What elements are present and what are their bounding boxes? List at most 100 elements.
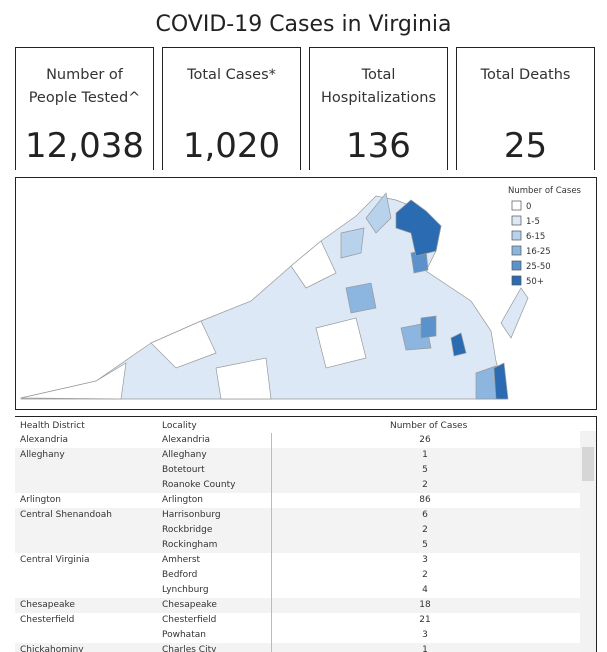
cases-cell: 5 — [422, 465, 428, 475]
kpi-label: Total Hospitalizations — [320, 67, 437, 106]
legend-swatch — [511, 260, 522, 271]
county — [493, 362, 509, 400]
table-row: Lynchburg 4 — [15, 583, 580, 598]
column-header: Health District — [20, 421, 85, 431]
kpi-card: Number of People Tested^ 12,038 — [15, 47, 154, 170]
cases-cell: 3 — [422, 555, 428, 565]
table-row: Central Virginia Amherst 3 — [15, 553, 580, 568]
table-row: Botetourt 5 — [15, 463, 580, 478]
cases-cell: 2 — [422, 525, 428, 535]
locality-cell: Rockbridge — [162, 525, 213, 535]
locality-cell: Botetourt — [162, 465, 205, 475]
county — [20, 362, 127, 400]
table-row: Chesapeake Chesapeake 18 — [15, 598, 580, 613]
locality-cell: Roanoke County — [162, 480, 236, 490]
kpi-value: 25 — [503, 126, 548, 166]
locality-cell: Chesapeake — [162, 600, 217, 610]
table-row: Chesterfield Chesterfield 21 — [15, 613, 580, 628]
cases-cell: 2 — [422, 480, 428, 490]
legend-label: 16-25 — [526, 247, 551, 257]
table-row: Alleghany Alleghany 1 — [15, 448, 580, 463]
table-row: Rockingham 5 — [15, 538, 580, 553]
district-cell: Central Virginia — [20, 555, 90, 565]
locality-cell: Alexandria — [162, 435, 211, 445]
county — [315, 317, 367, 369]
dashboard-title: COVID-19 Cases in Virginia — [155, 12, 452, 37]
map-legend: Number of Cases 0 1-5 6-15 16-25 25-50 50+ — [508, 186, 582, 287]
locality-cell: Arlington — [162, 495, 204, 505]
scrollbar[interactable] — [580, 431, 596, 652]
legend-swatch — [511, 275, 522, 286]
kpi-label: Total Cases* — [187, 67, 276, 83]
district-cell: Chesapeake — [20, 600, 75, 610]
column-header: Number of Cases — [390, 421, 468, 431]
locality-cell: Charles City — [162, 645, 217, 652]
virginia-map: Number of Cases 0 1-5 6-15 16-25 25-50 50+ — [20, 186, 582, 400]
county — [365, 192, 392, 234]
cases-cell: 21 — [419, 615, 431, 625]
cases-cell: 6 — [422, 510, 428, 520]
district-cell: Alexandria — [20, 435, 69, 445]
kpi-value: 136 — [346, 126, 411, 166]
locality-cell: Lynchburg — [162, 585, 209, 595]
table-row: Powhatan 3 — [15, 628, 580, 643]
kpi-label: Number of People Tested^ — [28, 67, 141, 106]
table-row: Bedford 2 — [15, 568, 580, 583]
county — [420, 315, 437, 339]
county — [150, 320, 217, 369]
county — [340, 227, 365, 259]
legend-swatch — [511, 230, 522, 241]
column-separator — [271, 433, 272, 652]
district-cell: Central Shenandoah — [20, 510, 112, 520]
legend-label: 6-15 — [526, 232, 545, 242]
district-cell: Arlington — [20, 495, 62, 505]
cases-cell: 1 — [422, 645, 428, 652]
kpi-value: 12,038 — [25, 126, 144, 166]
district-cell: Chickahominy — [20, 645, 84, 652]
kpi-card: Total Hospitalizations 136 — [309, 47, 448, 170]
cases-cell: 3 — [422, 630, 428, 640]
kpi-value: 1,020 — [182, 126, 281, 166]
table-row: Arlington Arlington 86 — [15, 493, 580, 508]
county — [395, 199, 442, 257]
county — [500, 287, 529, 339]
locality-cell: Bedford — [162, 570, 198, 580]
legend-label: 25-50 — [526, 262, 551, 272]
scroll-thumb[interactable] — [582, 447, 594, 481]
table-row: Rockbridge 2 — [15, 523, 580, 538]
table-row: Central Shenandoah Harrisonburg 6 — [15, 508, 580, 523]
locality-cell: Harrisonburg — [162, 510, 221, 520]
cases-cell: 86 — [419, 495, 431, 505]
locality-cell: Rockingham — [162, 540, 218, 550]
locality-cell: Chesterfield — [162, 615, 217, 625]
cases-cell: 4 — [422, 585, 428, 595]
county — [345, 282, 377, 314]
legend-swatch — [511, 245, 522, 256]
table-row: Chickahominy Charles City 1 — [15, 643, 580, 652]
district-cell: Chesterfield — [20, 615, 75, 625]
cases-cell: 2 — [422, 570, 428, 580]
district-cell: Alleghany — [20, 450, 65, 460]
legend-title: Number of Cases — [508, 186, 582, 196]
locality-cell: Amherst — [162, 555, 201, 565]
column-header: Locality — [162, 421, 197, 431]
table-row: Roanoke County 2 — [15, 478, 580, 493]
cases-cell: 5 — [422, 540, 428, 550]
legend-label: 0 — [526, 202, 531, 212]
case-table: Health District Locality Number of Cases Al… — [15, 416, 597, 652]
cases-cell: 26 — [419, 435, 431, 445]
locality-cell: Powhatan — [162, 630, 206, 640]
county — [290, 240, 337, 289]
legend-label: 50+ — [526, 277, 544, 287]
county — [450, 332, 467, 357]
legend-swatch — [511, 200, 522, 211]
legend-swatch — [511, 215, 522, 226]
counties — [20, 192, 529, 400]
kpi-card: Total Deaths 25 — [456, 47, 595, 170]
kpi-card: Total Cases* 1,020 — [162, 47, 301, 170]
legend-label: 1-5 — [526, 217, 540, 227]
map-panel: Number of Cases 0 1-5 6-15 16-25 25-50 50+ — [15, 177, 597, 410]
county — [215, 357, 272, 400]
cases-cell: 18 — [419, 600, 431, 610]
